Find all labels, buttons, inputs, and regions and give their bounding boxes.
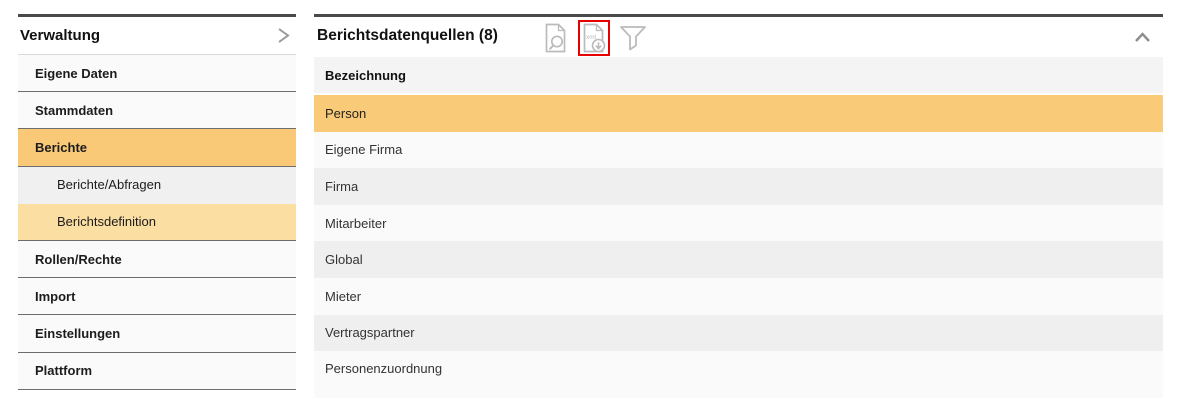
main-panel-header: Berichtsdatenquellen (8) xml [314,17,1163,57]
sidebar-item-eigene-daten[interactable]: Eigene Daten [18,55,296,93]
table-row-eigene-firma[interactable]: Eigene Firma [314,131,1163,169]
document-search-icon [545,23,566,53]
main-title: Berichtsdatenquellen (8) [317,27,498,44]
sidebar-item-import[interactable]: Import [18,278,296,316]
filter-button[interactable] [619,24,647,52]
sidebar-item-berichte-abfragen[interactable]: Berichte/Abfragen [18,166,296,204]
preview-button[interactable] [544,23,567,53]
sidebar-item-plattform[interactable]: Plattform [18,352,296,390]
sidebar-item-berichtsdefinition[interactable]: Berichtsdefinition [18,203,296,241]
export-highlight-box: xml [578,20,610,56]
sidebar-item-stammdaten[interactable]: Stammdaten [18,92,296,130]
sidebar-item-berichte[interactable]: Berichte [18,129,296,167]
table-row-firma[interactable]: Firma [314,168,1163,205]
sidebar-header[interactable]: Verwaltung [18,17,296,55]
data-table: Bezeichnung Person Eigene Firma Firma Mi… [314,57,1163,399]
sidebar-item-einstellungen[interactable]: Einstellungen [18,315,296,353]
sidebar-panel: Verwaltung Eigene Daten Stammdaten Beric… [18,14,296,390]
chevron-up-icon [1135,32,1150,42]
chevron-right-icon[interactable] [277,27,290,44]
table-row-mieter[interactable]: Mieter [314,277,1163,315]
table-row-vertragspartner[interactable]: Vertragspartner [314,314,1163,352]
document-xml-download-icon: xml [583,23,606,53]
collapse-button[interactable] [1134,32,1151,43]
funnel-icon [620,26,646,51]
table-row-mitarbeiter[interactable]: Mitarbeiter [314,204,1163,242]
sidebar-title: Verwaltung [20,27,101,44]
toolbar: xml [544,20,658,56]
column-header-bezeichnung[interactable]: Bezeichnung [314,57,1163,95]
xml-label: xml [586,34,597,41]
export-xml-button[interactable]: xml [582,23,606,53]
table-row-global[interactable]: Global [314,241,1163,278]
sidebar-item-rollen-rechte[interactable]: Rollen/Rechte [18,240,296,279]
table-row-person[interactable]: Person [314,95,1163,132]
main-panel: Berichtsdatenquellen (8) xml [314,14,1163,399]
table-row-personenzuordnung[interactable]: Personenzuordnung [314,351,1163,399]
